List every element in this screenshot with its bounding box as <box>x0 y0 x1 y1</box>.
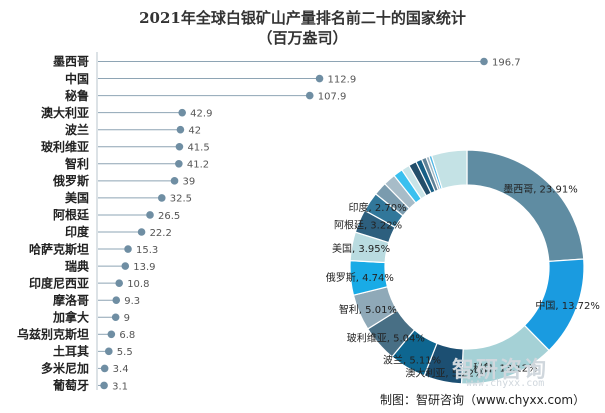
lollipop-dot <box>100 364 109 373</box>
lollipop-dot <box>170 177 179 185</box>
slice-label: 俄罗斯, 4.74% <box>326 271 394 284</box>
value-label: 107.9 <box>318 91 347 102</box>
value-label: 5.5 <box>117 347 133 358</box>
value-label: 32.5 <box>170 194 192 205</box>
lollipop-dot <box>112 296 121 305</box>
value-label: 9 <box>124 313 130 324</box>
lollipop-dot <box>137 228 146 236</box>
category-label: 秘鲁 <box>65 88 89 103</box>
lollipop-dot <box>146 211 154 219</box>
value-label: 10.8 <box>127 279 149 290</box>
source-credit: 制图：智研咨询（www.chyxx.com） <box>380 393 586 407</box>
slice-label: 印度, 2.70% <box>348 201 406 214</box>
lollipop-dot <box>157 194 166 202</box>
category-label: 多米尼加 <box>41 361 89 376</box>
value-label: 112.9 <box>328 74 357 85</box>
value-label: 6.8 <box>119 330 135 341</box>
category-label: 葡萄牙 <box>52 378 89 393</box>
slice-label: 智利, 5.01% <box>339 303 397 316</box>
lollipop-dot <box>175 142 184 151</box>
category-label: 墨西哥 <box>53 55 89 69</box>
category-label: 印度 <box>65 224 90 239</box>
category-label: 智利 <box>64 156 89 171</box>
category-label: 印度尼西亚 <box>29 275 89 290</box>
slice-label: 波兰, 5.11% <box>383 354 441 367</box>
category-label: 哈萨克斯坦 <box>29 241 89 256</box>
lollipop-dot <box>121 262 130 270</box>
value-label: 196.7 <box>492 57 521 68</box>
watermark-url: www.chyxx.com <box>466 378 545 389</box>
lollipop-dot <box>176 125 185 134</box>
slice-label: 阿根廷, 3.22% <box>334 219 402 232</box>
chart-subtitle: （百万盎司） <box>257 29 348 47</box>
lollipop-dot <box>305 91 314 100</box>
slice-label: 美国, 3.95% <box>332 242 390 255</box>
lollipop-dot <box>178 108 186 117</box>
category-label: 波兰 <box>65 122 89 137</box>
value-label: 41.5 <box>187 143 209 154</box>
value-label: 42.9 <box>190 108 212 119</box>
lollipop-dot <box>124 245 132 253</box>
category-label: 澳大利亚 <box>41 105 89 120</box>
value-label: 3.4 <box>113 364 129 375</box>
category-label: 俄罗斯 <box>52 173 89 188</box>
category-label: 阿根廷 <box>53 207 90 222</box>
slice-label: 秘鲁, 13.12% <box>473 362 538 375</box>
category-label: 加拿大 <box>52 309 89 324</box>
lollipop-dot <box>315 74 324 83</box>
category-label: 乌兹别克斯坦 <box>17 327 89 342</box>
value-label: 26.5 <box>158 211 180 222</box>
donut-slice <box>430 149 468 190</box>
slice-label: 中国, 13.72% <box>535 299 600 312</box>
category-label: 摩洛哥 <box>53 292 89 307</box>
category-label: 瑞典 <box>65 258 89 273</box>
category-label: 美国 <box>65 190 89 205</box>
lollipop-chart: 196.7 墨西哥 112.9 中国 107.9 秘鲁 42.9 澳大利亚 42 波兰 41.5 玻利… <box>17 52 521 393</box>
slice-label: 玻利维亚, 5.04% <box>347 332 425 345</box>
lollipop-dot <box>175 160 183 168</box>
watermark-brand: 智研咨询 <box>452 358 549 383</box>
donut-chart: 墨西哥, 23.91% 中国, 13.72% 秘鲁, 13.12%澳大利亚, 5.2… <box>326 149 600 385</box>
donut-slice <box>466 149 585 263</box>
value-label: 9.3 <box>124 296 140 307</box>
value-label: 41.2 <box>187 160 209 171</box>
lollipop-dot <box>115 279 123 287</box>
lollipop-dot <box>111 313 120 322</box>
lollipop-dot <box>107 330 116 339</box>
category-label: 中国 <box>65 71 89 86</box>
value-label: 39 <box>183 177 196 188</box>
category-label: 玻利维亚 <box>41 139 89 154</box>
category-label: 土耳其 <box>53 344 89 359</box>
slice-label: 澳大利亚, 5.22% <box>405 366 483 379</box>
value-label: 42 <box>188 126 201 137</box>
value-label: 3.1 <box>112 381 128 392</box>
lollipop-dot <box>100 381 108 390</box>
chart-title: 2021年全球白银矿山产量排名前二十的国家统计 <box>139 9 466 27</box>
slice-label: 墨西哥, 23.91% <box>503 183 578 195</box>
value-label: 22.2 <box>150 228 172 239</box>
lollipop-dot <box>104 347 113 356</box>
value-label: 13.9 <box>133 262 155 273</box>
lollipop-dot <box>480 57 488 66</box>
value-label: 15.3 <box>136 245 158 256</box>
